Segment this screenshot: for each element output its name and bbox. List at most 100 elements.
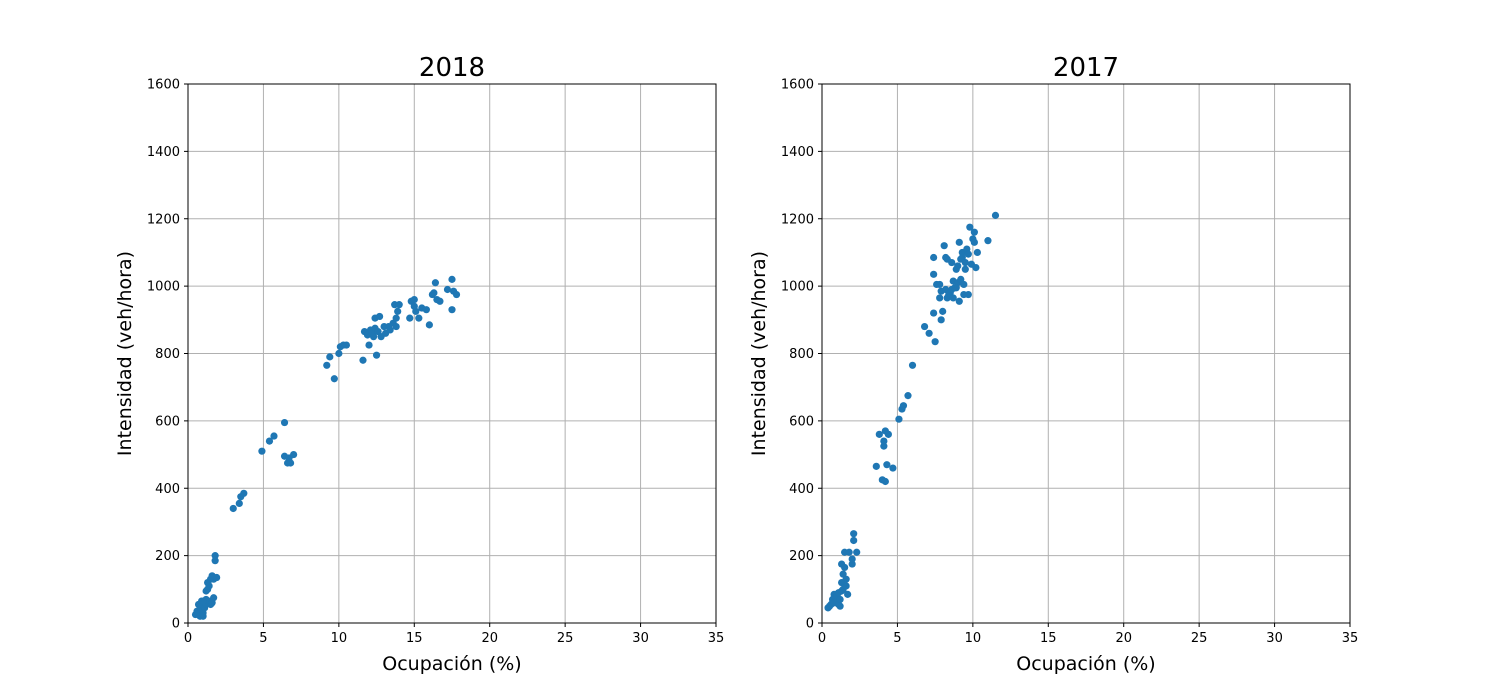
data-point [240,489,248,497]
data-point [415,314,423,322]
data-point [205,582,213,590]
data-point [936,280,944,289]
data-point [883,461,891,469]
data-point [410,302,418,310]
y-tick-label: 200 [789,549,814,564]
data-point [841,563,849,572]
y-tick-label: 1600 [781,78,814,93]
data-point [973,248,981,257]
data-point [948,258,956,267]
data-point [452,290,461,299]
data-point [270,432,278,440]
data-point [229,504,237,513]
data-point [365,341,373,349]
data-point [920,322,929,331]
data-point [410,296,418,304]
data-point [955,238,963,246]
data-point [199,597,207,605]
data-point [972,263,980,272]
x-axis-label: Ocupación (%) [1016,653,1155,675]
data-point [372,351,381,359]
y-tick-label: 200 [155,549,180,564]
scatter-chart-2017: 0 5 10 15 20 25 30 35 0 200 400 600 800 1000 1200 1400 1… [748,53,1358,675]
data-point [342,341,350,349]
data-point [848,560,856,568]
data-point [323,361,331,369]
data-point [844,590,852,598]
data-point [930,309,938,317]
data-point [970,228,978,236]
y-tick-label: 0 [172,617,180,632]
data-point [937,316,945,324]
data-point [991,211,1000,219]
x-tick-label: 10 [331,631,348,646]
data-point [422,306,430,314]
data-point [848,555,856,563]
x-tick-label: 15 [1040,631,1057,646]
data-point [930,270,938,278]
data-point [984,237,992,245]
x-tick-label: 30 [1266,631,1283,646]
y-tick-label: 400 [789,482,814,497]
data-point [386,326,394,334]
data-point [210,594,218,602]
data-point [326,353,334,361]
data-point [966,223,974,231]
x-tick-label: 15 [406,631,423,646]
data-point [960,280,968,289]
data-point [908,361,917,369]
data-point [430,289,438,297]
data-point [954,262,962,270]
data-point [335,349,343,358]
data-point [964,250,972,258]
data-point [904,392,912,400]
data-point [211,557,219,565]
data-point [290,450,298,459]
data-point [949,294,957,302]
data-point [872,462,880,470]
data-point [961,265,969,273]
data-point [875,430,883,438]
data-point [406,314,414,322]
y-tick-label: 400 [155,482,180,497]
data-point [895,415,903,423]
y-tick-label: 600 [789,414,814,429]
data-point [955,297,963,305]
data-point [936,294,944,302]
data-point [286,459,295,467]
data-point [443,285,452,294]
data-point [448,275,456,283]
data-point [235,499,243,508]
data-point [448,306,456,314]
data-point [436,297,444,305]
data-point [265,437,274,445]
data-point [836,602,844,610]
data-point [211,552,219,560]
data-point [199,612,207,620]
data-point [850,536,858,545]
data-point [375,312,384,321]
data-point [213,573,221,582]
x-tick-label: 0 [818,631,826,646]
data-point [970,238,978,246]
x-tick-label: 20 [1115,631,1132,646]
y-tick-label: 1200 [781,212,814,227]
y-tick-label: 1000 [147,280,180,295]
data-point [850,530,858,538]
data-point [939,307,947,315]
y-tick-label: 1600 [147,78,180,93]
y-axis-label: Intensidad (veh/hora) [114,251,136,456]
data-point [961,258,969,267]
data-point [395,301,403,309]
x-tick-label: 30 [632,631,649,646]
data-point [881,477,889,486]
data-point [836,595,844,604]
data-point [394,307,402,315]
data-point [431,279,440,287]
data-point [884,430,892,438]
data-point [280,418,289,427]
data-point [392,322,400,331]
x-tick-label: 5 [259,631,267,646]
data-point [930,253,938,262]
